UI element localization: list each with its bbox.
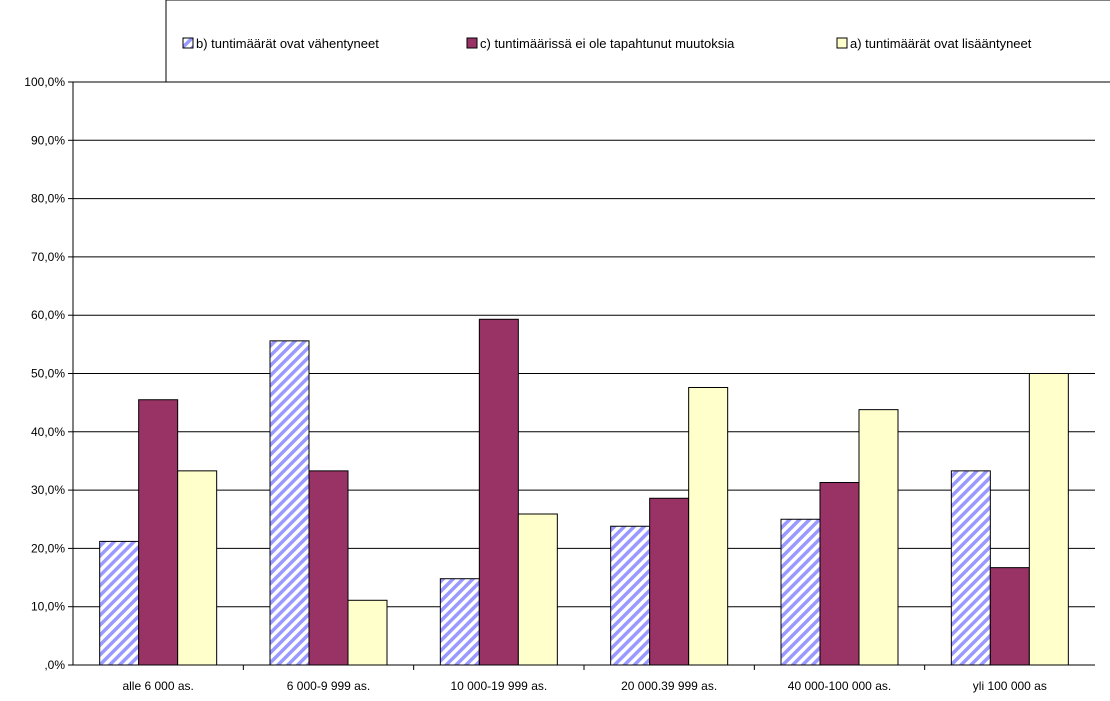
legend: b) tuntimäärät ovat vähentyneet c) tuntim…	[165, 0, 1110, 83]
bar	[780, 518, 821, 666]
bar	[439, 578, 480, 666]
y-tick-label: 80,0%	[31, 192, 65, 206]
x-tick-label: yli 100 000 as	[973, 679, 1047, 693]
y-tick-labels: ,0% 10,0% 20,0% 30,0% 40,0% 50,0% 60,0% 70,0% 80…	[24, 75, 65, 672]
legend-swatch	[466, 37, 478, 49]
bar	[138, 399, 179, 666]
y-tick-label: 90,0%	[31, 133, 65, 147]
y-tick-label: 10,0%	[31, 600, 65, 614]
legend-label: b) tuntimäärät ovat vähentyneet	[196, 36, 379, 51]
bar	[347, 599, 388, 666]
x-tick-label: 6 000-9 999 as.	[287, 679, 370, 693]
bar	[610, 525, 651, 666]
legend-label: c) tuntimäärissä ei ole tapahtunut muuto…	[480, 36, 735, 51]
bars	[99, 318, 1069, 666]
y-tick-label: 100,0%	[24, 75, 65, 89]
axes	[68, 81, 1095, 670]
bar	[99, 540, 140, 666]
bar	[478, 318, 519, 666]
y-tick-label: 40,0%	[31, 425, 65, 439]
bar	[649, 497, 690, 666]
bar	[858, 409, 899, 666]
y-tick-label: 50,0%	[31, 367, 65, 381]
bar	[517, 513, 558, 666]
y-tick-label: 60,0%	[31, 308, 65, 322]
y-tick-label: ,0%	[44, 658, 65, 672]
x-tick-labels: alle 6 000 as. 6 000-9 999 as. 10 000-19 9…	[122, 679, 1046, 693]
x-tick-label: alle 6 000 as.	[122, 679, 193, 693]
bar	[1028, 373, 1069, 666]
x-tick-label: 40 000-100 000 as.	[788, 679, 891, 693]
bar	[688, 386, 729, 666]
bar	[819, 482, 860, 666]
legend-box	[165, 0, 1110, 83]
bar	[308, 470, 349, 666]
x-tick-label: 10 000-19 999 as.	[450, 679, 547, 693]
gridlines	[73, 81, 1095, 608]
y-tick-label: 20,0%	[31, 541, 65, 555]
y-tick-label: 30,0%	[31, 483, 65, 497]
y-tick-label: 70,0%	[31, 250, 65, 264]
bar	[989, 567, 1030, 666]
legend-swatch	[836, 37, 848, 49]
bar	[177, 470, 218, 666]
x-tick-label: 20 000.39 999 as.	[621, 679, 717, 693]
legend-swatch	[182, 37, 194, 49]
legend-label: a) tuntimäärät ovat lisääntyneet	[850, 36, 1032, 51]
bar	[950, 470, 991, 666]
bar	[269, 340, 310, 666]
